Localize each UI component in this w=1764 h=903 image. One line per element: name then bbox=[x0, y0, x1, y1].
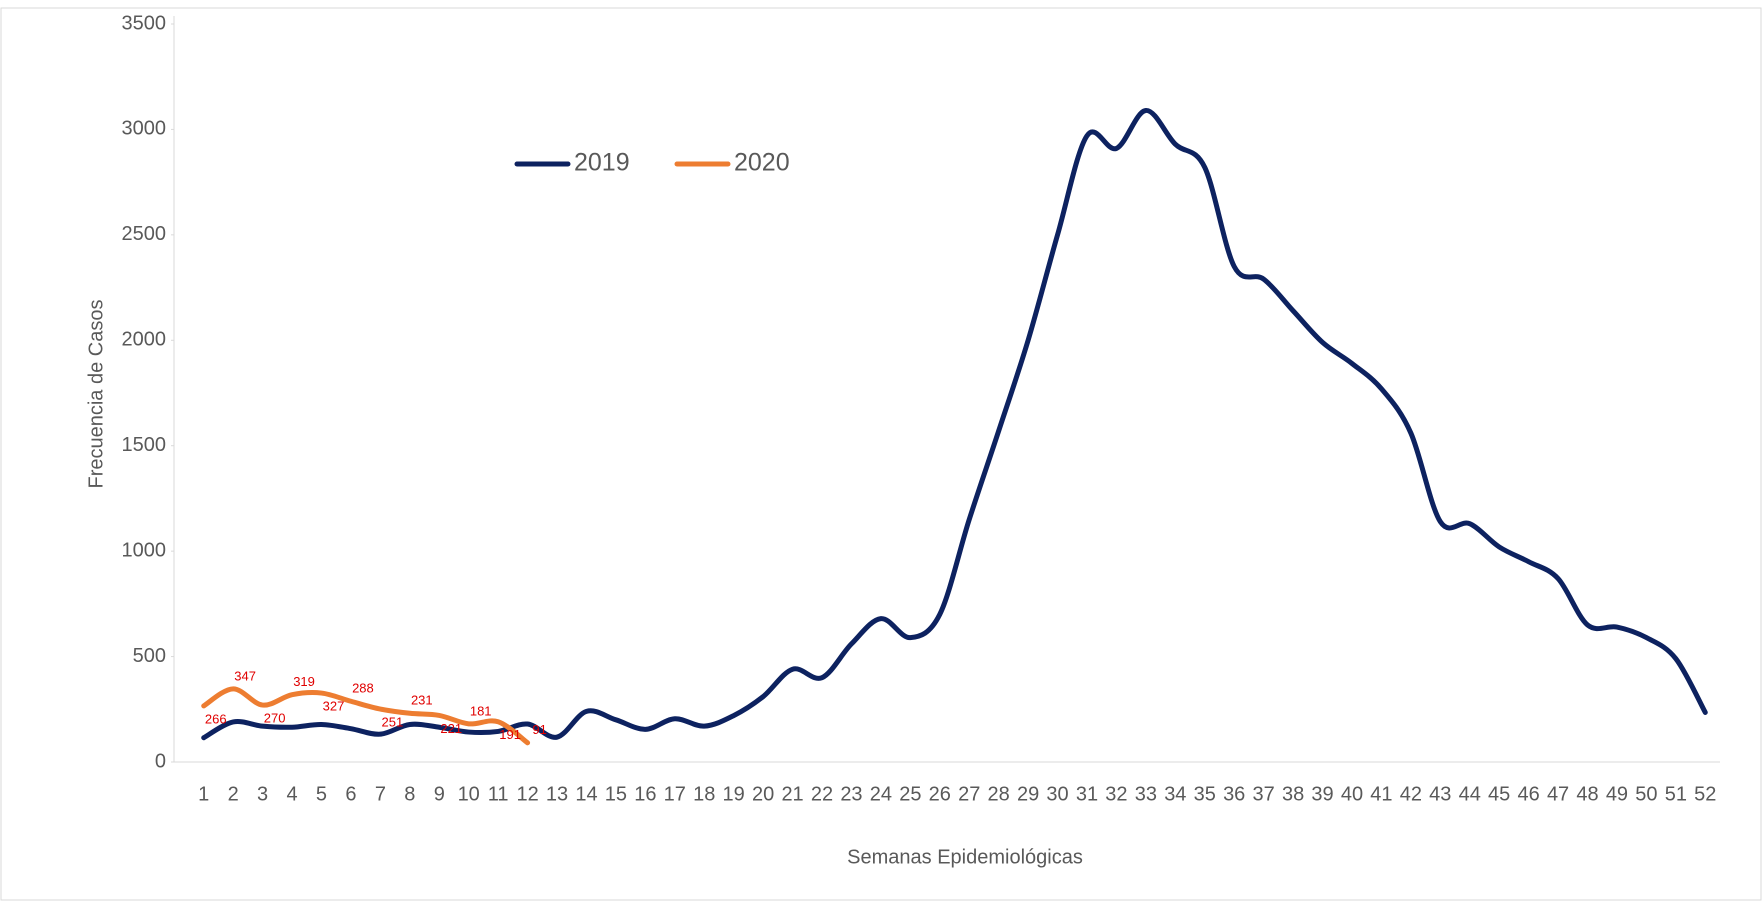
x-tick-label: 29 bbox=[1017, 783, 1039, 805]
x-tick-label: 4 bbox=[286, 783, 297, 805]
y-axis-title: Frecuencia de Casos bbox=[85, 300, 107, 489]
x-tick-label: 9 bbox=[434, 783, 445, 805]
x-tick-label: 2 bbox=[228, 783, 239, 805]
y-tick-label: 1000 bbox=[122, 539, 167, 561]
y-tick-label: 3500 bbox=[122, 12, 167, 34]
x-tick-label: 43 bbox=[1429, 783, 1451, 805]
x-tick-label: 44 bbox=[1459, 783, 1481, 805]
x-tick-label: 6 bbox=[345, 783, 356, 805]
y-tick-label: 1500 bbox=[122, 434, 167, 456]
x-tick-label: 11 bbox=[488, 783, 509, 805]
data-label: 181 bbox=[470, 703, 492, 718]
x-tick-label: 46 bbox=[1518, 783, 1540, 805]
x-tick-label: 30 bbox=[1046, 783, 1068, 805]
data-label: 347 bbox=[234, 668, 256, 683]
y-tick-label: 0 bbox=[155, 750, 166, 772]
x-tick-label: 50 bbox=[1635, 783, 1657, 805]
y-tick-label: 2000 bbox=[122, 329, 167, 351]
x-tick-label: 21 bbox=[781, 783, 803, 805]
line-series bbox=[201, 686, 531, 746]
x-tick-label: 17 bbox=[664, 783, 686, 805]
x-tick-label: 40 bbox=[1341, 783, 1363, 805]
x-tick-label: 10 bbox=[458, 783, 480, 805]
x-tick-label: 20 bbox=[752, 783, 774, 805]
x-tick-label: 31 bbox=[1076, 783, 1098, 805]
y-tick-label: 3000 bbox=[122, 118, 167, 140]
x-tick-label: 41 bbox=[1370, 783, 1392, 805]
x-tick-label: 26 bbox=[929, 783, 951, 805]
x-tick-label: 18 bbox=[693, 783, 715, 805]
x-tick-label: 32 bbox=[1105, 783, 1127, 805]
x-tick-label: 39 bbox=[1311, 783, 1333, 805]
legend-label: 2019 bbox=[574, 149, 630, 177]
data-label: 251 bbox=[382, 715, 404, 730]
data-label: 266 bbox=[205, 711, 227, 726]
x-tick-label: 48 bbox=[1576, 783, 1598, 805]
x-tick-label: 47 bbox=[1547, 783, 1569, 805]
x-tick-label: 35 bbox=[1194, 783, 1216, 805]
x-tick-label: 13 bbox=[546, 783, 568, 805]
data-label: 231 bbox=[411, 693, 433, 708]
x-tick-label: 8 bbox=[404, 783, 415, 805]
chart-border bbox=[0, 7, 1762, 901]
x-tick-label: 1 bbox=[198, 783, 209, 805]
x-tick-label: 27 bbox=[958, 783, 980, 805]
data-label: 319 bbox=[293, 674, 315, 689]
x-tick-label: 36 bbox=[1223, 783, 1245, 805]
data-label: 221 bbox=[440, 721, 462, 736]
data-label: 288 bbox=[352, 681, 374, 696]
x-tick-label: 19 bbox=[723, 783, 745, 805]
x-tick-label: 52 bbox=[1694, 783, 1716, 805]
data-label: 270 bbox=[264, 711, 286, 726]
x-tick-label: 25 bbox=[899, 783, 921, 805]
x-tick-label: 37 bbox=[1253, 783, 1275, 805]
x-tick-label: 45 bbox=[1488, 783, 1510, 805]
x-tick-label: 51 bbox=[1665, 783, 1687, 805]
x-tick-label: 16 bbox=[634, 783, 656, 805]
x-tick-label: 33 bbox=[1135, 783, 1157, 805]
x-tick-label: 49 bbox=[1606, 783, 1628, 805]
x-tick-label: 5 bbox=[316, 783, 327, 805]
legend-label: 2020 bbox=[734, 149, 790, 177]
x-tick-label: 22 bbox=[811, 783, 833, 805]
x-tick-label: 15 bbox=[605, 783, 627, 805]
x-tick-label: 28 bbox=[988, 783, 1010, 805]
x-tick-label: 23 bbox=[840, 783, 862, 805]
x-tick-label: 3 bbox=[257, 783, 268, 805]
data-label: 91 bbox=[532, 722, 546, 737]
x-tick-label: 42 bbox=[1400, 783, 1422, 805]
x-tick-label: 7 bbox=[375, 783, 386, 805]
x-tick-label: 38 bbox=[1282, 783, 1304, 805]
x-tick-label: 24 bbox=[870, 783, 892, 805]
x-tick-label: 14 bbox=[575, 783, 597, 805]
data-label: 191 bbox=[499, 727, 521, 742]
x-tick-label: 12 bbox=[516, 783, 538, 805]
x-axis-title: Semanas Epidemiológicas bbox=[847, 846, 1083, 868]
x-tick-label: 34 bbox=[1164, 783, 1186, 805]
data-label: 327 bbox=[323, 698, 345, 713]
y-tick-label: 2500 bbox=[122, 223, 167, 245]
y-tick-label: 500 bbox=[133, 645, 166, 667]
line-series bbox=[201, 107, 1708, 741]
